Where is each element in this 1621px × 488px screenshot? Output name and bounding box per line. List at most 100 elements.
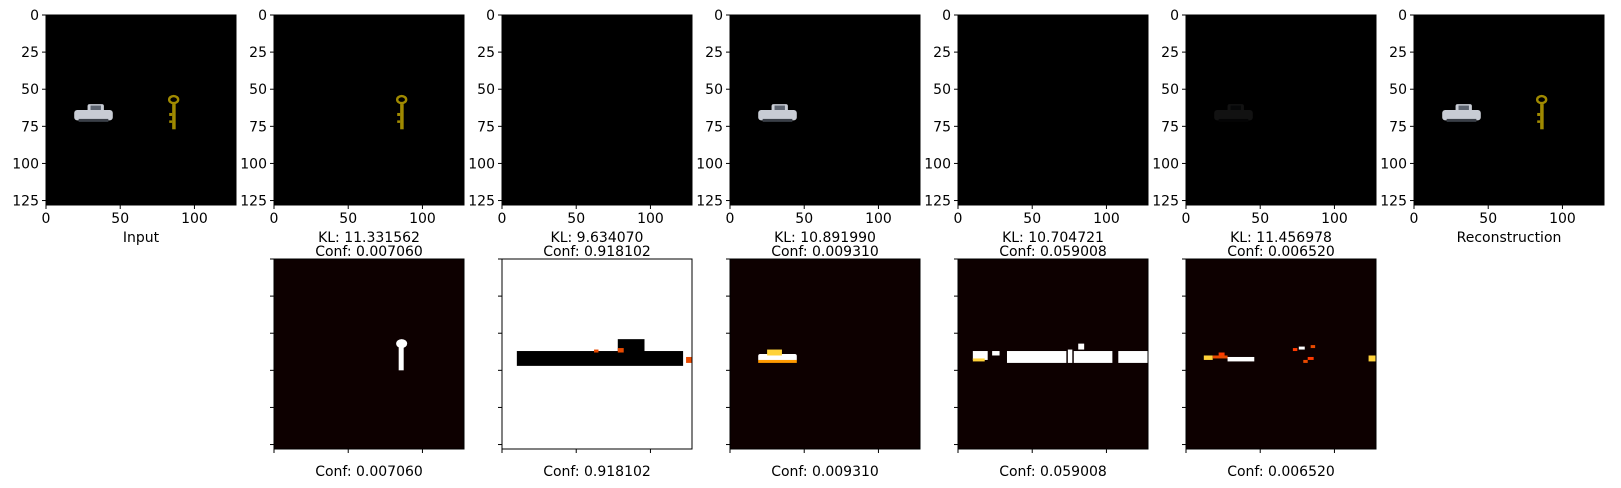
mask-blob [767, 349, 782, 356]
axes-top-2: 0 50 100 0 25 50 75 100 125 [468, 8, 664, 227]
x-tick-label: 50 [339, 211, 357, 227]
panel-caption: Conf: 0.007060 [315, 244, 423, 260]
x-tick-label: 100 [1321, 211, 1348, 227]
y-tick-label: 100 [1380, 156, 1407, 172]
y-tick-label: 125 [240, 194, 267, 210]
y-tick-label: 75 [1389, 119, 1407, 135]
mask-panel-0: Conf: 0.007060 [273, 258, 465, 480]
mask-hole [617, 339, 645, 357]
key-sprite-bow [167, 94, 180, 105]
y-tick-label: 50 [1389, 82, 1407, 98]
car-sprite [1442, 104, 1481, 122]
mask-speck [1310, 345, 1316, 349]
mask-blob [1073, 351, 1113, 363]
key-sprite-bow [395, 94, 408, 105]
x-tick-label: 0 [1182, 211, 1191, 227]
mask-speck [1368, 355, 1376, 362]
mask-panel-1: Conf: 0.918102 [501, 258, 693, 480]
panel-frame [273, 258, 465, 450]
x-tick-label: 0 [954, 211, 963, 227]
y-tick-label: 50 [1161, 82, 1179, 98]
x-tick-label: 50 [795, 211, 813, 227]
mask-speck [1218, 352, 1225, 356]
y-tick-label: 100 [924, 156, 951, 172]
y-tick-label: 75 [477, 119, 495, 135]
image-background [502, 15, 692, 205]
mask-speck [1303, 359, 1308, 363]
panel-frame [501, 258, 693, 450]
panel-frame [1185, 258, 1377, 450]
y-tick-label: 125 [1152, 194, 1179, 210]
car-sprite-body [758, 110, 797, 121]
mask-caption: Conf: 0.918102 [543, 464, 651, 480]
panel-caption: Conf: 0.006520 [1227, 244, 1335, 260]
axes-mask-4 [1182, 258, 1335, 453]
car-sprite-underside [78, 118, 109, 122]
panel-caption: Conf: 0.059008 [999, 244, 1107, 260]
y-tick-label: 125 [468, 194, 495, 210]
y-tick-label: 100 [1152, 156, 1179, 172]
y-tick-label: 25 [21, 45, 39, 61]
mask-background [730, 259, 920, 449]
axes-top-5: 0 50 100 0 25 50 75 100 125 [1152, 8, 1348, 227]
x-tick-label: 0 [1410, 211, 1419, 227]
image-background [274, 15, 464, 205]
y-tick-label: 25 [249, 45, 267, 61]
panel-frame [501, 14, 693, 206]
mask-background [1186, 259, 1376, 449]
x-tick-label: 0 [270, 211, 279, 227]
key-sprite-tooth [1537, 120, 1541, 123]
car-sprite-window [1458, 105, 1469, 110]
mask-speck [1307, 356, 1314, 360]
y-tick-label: 75 [933, 119, 951, 135]
x-tick-label: 50 [1251, 211, 1269, 227]
panel-caption: Conf: 0.918102 [543, 244, 651, 260]
image-background [46, 15, 236, 205]
mask-caption: Conf: 0.009310 [771, 464, 879, 480]
y-tick-label: 0 [486, 8, 495, 24]
mask-blob [758, 354, 797, 362]
y-tick-label: 50 [933, 82, 951, 98]
panel-frame [1185, 14, 1377, 206]
axes-top-1: 0 50 100 0 25 50 75 100 125 [240, 8, 436, 227]
key-sprite-shaft [400, 104, 404, 130]
mask-panel-4: Conf: 0.006520 [1185, 258, 1377, 480]
panel-frame [1413, 14, 1605, 206]
mask-speck [1203, 355, 1213, 360]
y-tick-label: 75 [705, 119, 723, 135]
key-sprite-shaft [172, 104, 176, 130]
mask-caption: Conf: 0.007060 [315, 464, 423, 480]
x-tick-label: 0 [498, 211, 507, 227]
y-tick-label: 50 [705, 82, 723, 98]
y-tick-label: 50 [21, 82, 39, 98]
mask-blob [1067, 349, 1073, 363]
mask-edge [617, 348, 624, 353]
top-panel-0: Input [45, 14, 237, 246]
faint-car-sprite [1214, 104, 1253, 122]
mask-edge [686, 356, 692, 363]
mask-blob [1078, 343, 1085, 350]
x-tick-label: 100 [1093, 211, 1120, 227]
panel-caption: KL: 10.891990 [774, 230, 876, 246]
mask-edge [758, 359, 797, 363]
y-tick-label: 75 [1161, 119, 1179, 135]
panel-caption: Reconstruction [1457, 230, 1562, 246]
y-tick-label: 100 [696, 156, 723, 172]
y-tick-label: 125 [924, 194, 951, 210]
panel-frame [957, 14, 1149, 206]
y-tick-label: 25 [477, 45, 495, 61]
panel-caption: KL: 11.456978 [1230, 230, 1332, 246]
mask-blob [1118, 351, 1148, 363]
y-tick-label: 125 [1380, 194, 1407, 210]
x-tick-label: 100 [409, 211, 436, 227]
axes-top-0: 0 50 100 0 25 50 75 100 125 [12, 8, 208, 227]
y-tick-label: 25 [933, 45, 951, 61]
mask-blob [398, 345, 404, 371]
image-background [1414, 15, 1604, 205]
y-tick-label: 0 [30, 8, 39, 24]
x-tick-label: 50 [111, 211, 129, 227]
x-tick-label: 100 [1549, 211, 1576, 227]
